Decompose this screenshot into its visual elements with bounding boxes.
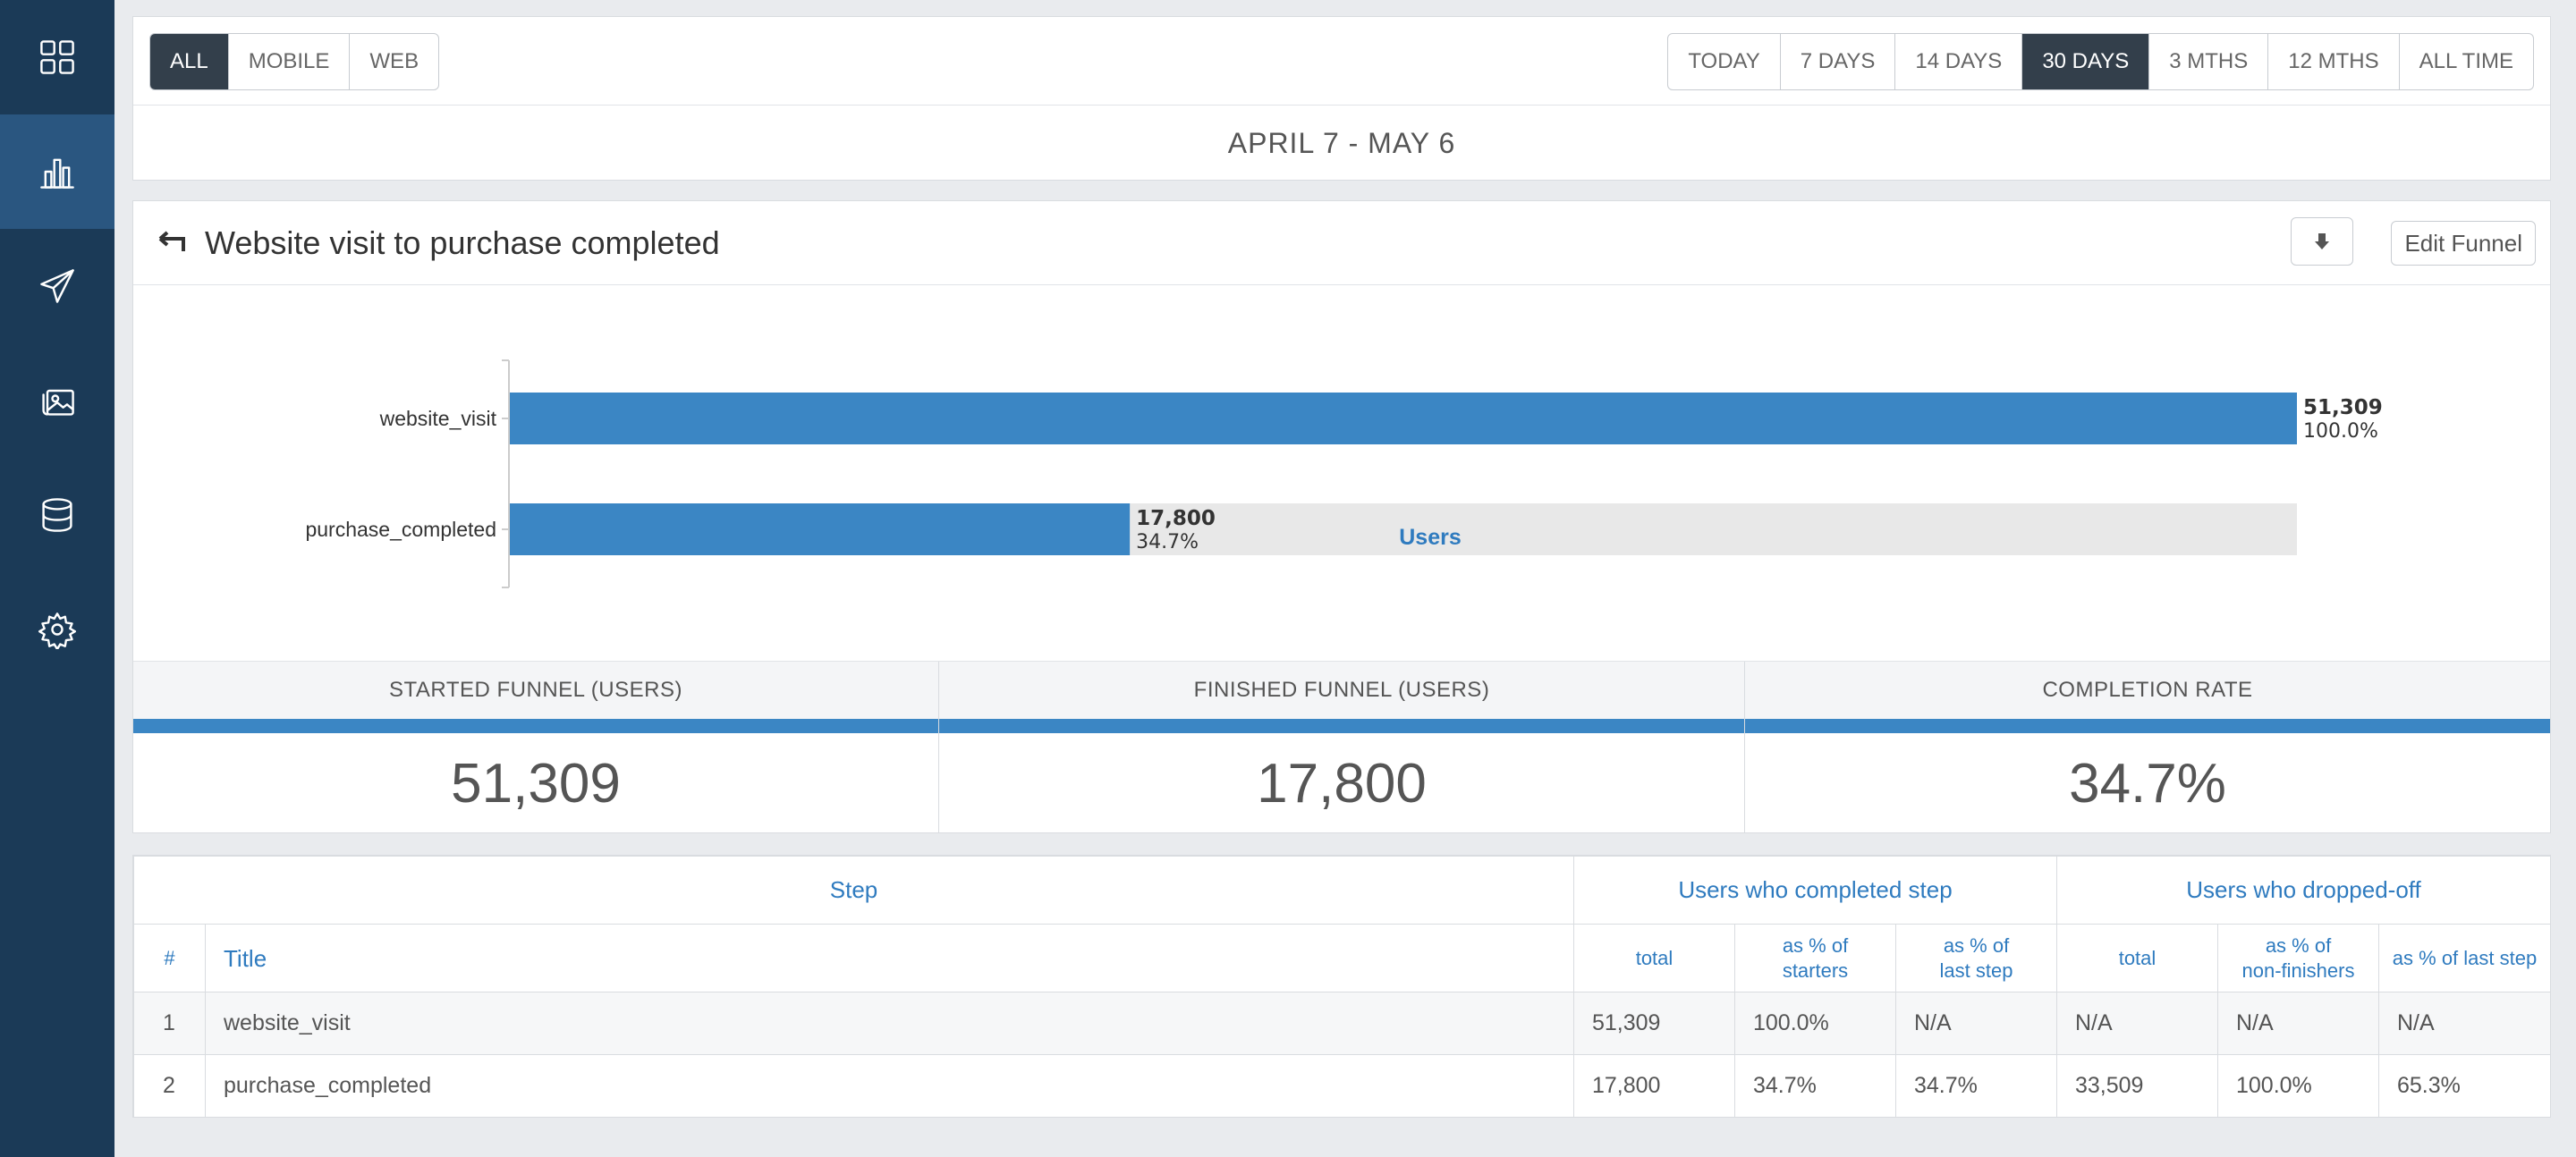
platform-web-button[interactable]: WEB — [369, 49, 419, 73]
group-header-completed: Users who completed step — [1573, 856, 2057, 925]
images-icon — [42, 389, 74, 416]
cell-completed-pct-starters: 100.0% — [1734, 992, 1896, 1055]
column-header-completed-total[interactable]: total — [1573, 924, 1735, 992]
platform-filter: ALL MOBILE WEB — [149, 33, 440, 90]
funnel-panel: Website visit to purchase completed Edit… — [132, 200, 2551, 833]
table-row: 1 website_visit 51,309 100.0% N/A N/A N/… — [133, 992, 2552, 1055]
column-header-number[interactable]: # — [133, 924, 206, 992]
group-header-step: Step — [133, 856, 1574, 925]
header-line: as % of — [1782, 933, 1849, 957]
funnel-stats: STARTED FUNNEL (USERS) 51,309 FINISHED F… — [133, 661, 2550, 832]
cell-completed-pct-starters: 34.7% — [1734, 1054, 1896, 1118]
range-today-button[interactable]: TODAY — [1668, 34, 1781, 89]
column-header-completed-pct-starters[interactable]: as % of starters — [1734, 924, 1896, 992]
cell-dropped-total: 33,509 — [2056, 1054, 2218, 1118]
bar-purchase-completed — [510, 503, 1131, 555]
database-icon — [42, 498, 72, 532]
column-header-dropped-total[interactable]: total — [2056, 924, 2218, 992]
nav-campaigns[interactable] — [0, 229, 114, 343]
stat-completion-rate: COMPLETION RATE 34.7% — [1745, 662, 2550, 832]
column-header-title[interactable]: Title — [205, 924, 1574, 992]
stat-started: STARTED FUNNEL (USERS) 51,309 — [133, 662, 939, 832]
steps-table: Step Users who completed step Users who … — [133, 856, 2552, 1118]
stat-bar — [133, 719, 938, 733]
funnel-header: Website visit to purchase completed Edit… — [133, 201, 2550, 285]
stat-value: 17,800 — [1257, 752, 1427, 815]
nav-settings[interactable] — [0, 572, 114, 687]
stat-value: 51,309 — [451, 752, 621, 815]
nav-data[interactable] — [0, 458, 114, 572]
nav-media[interactable] — [0, 343, 114, 458]
cell-dropped-pct-last: 65.3% — [2377, 1054, 2552, 1118]
platform-mobile-button[interactable]: MOBILE — [229, 34, 351, 89]
range-3-mths-button[interactable]: 3 MTHS — [2149, 34, 2269, 89]
cell-title: purchase_completed — [205, 1054, 1574, 1118]
cell-number: 2 — [133, 1054, 206, 1118]
range-30-days-button[interactable]: 30 DAYS — [2022, 34, 2150, 89]
cell-completed-pct-last: N/A — [1895, 992, 2057, 1055]
cell-title: website_visit — [205, 992, 1574, 1055]
date-range-label: APRIL 7 - MAY 6 — [1227, 126, 1456, 159]
category-label: purchase_completed — [305, 518, 496, 541]
header-line: starters — [1782, 959, 1849, 982]
cell-dropped-pct-last: N/A — [2377, 992, 2552, 1055]
platform-all-button[interactable]: ALL — [150, 34, 229, 89]
header-line: non-finishers — [2241, 959, 2355, 982]
download-button[interactable] — [2291, 217, 2353, 266]
bar-chart-icon — [40, 158, 74, 189]
cell-completed-total: 17,800 — [1573, 1054, 1735, 1118]
cell-dropped-total: N/A — [2056, 992, 2218, 1055]
bar-value-label: 51,309 — [2303, 396, 2383, 419]
date-range-filter: TODAY 7 DAYS 14 DAYS 30 DAYS 3 MTHS 12 M… — [1667, 33, 2534, 90]
paper-plane-icon — [40, 269, 74, 303]
download-icon — [2315, 233, 2329, 249]
cell-completed-pct-last: 34.7% — [1895, 1054, 2057, 1118]
stat-value: 34.7% — [2069, 752, 2226, 815]
stat-bar — [1745, 719, 2550, 733]
bar-website-visit — [510, 393, 2297, 444]
stat-label: COMPLETION RATE — [1745, 662, 2550, 719]
edit-funnel-button[interactable]: Edit Funnel — [2391, 221, 2536, 266]
range-7-days-button[interactable]: 7 DAYS — [1781, 34, 1896, 89]
bar-percent-label: 34.7% — [1136, 531, 1199, 553]
stat-bar — [939, 719, 1744, 733]
table-row: 2 purchase_completed 17,800 34.7% 34.7% … — [133, 1054, 2552, 1118]
category-label: website_visit — [379, 407, 497, 430]
back-arrow-icon[interactable] — [158, 230, 189, 257]
cell-dropped-pct-nonfinishers: N/A — [2217, 992, 2379, 1055]
stat-finished: FINISHED FUNNEL (USERS) 17,800 — [939, 662, 1745, 832]
funnel-title: Website visit to purchase completed — [205, 224, 720, 261]
column-header-dropped-pct-nonfinishers[interactable]: as % of non-finishers — [2217, 924, 2379, 992]
stat-label: FINISHED FUNNEL (USERS) — [939, 662, 1744, 719]
range-14-days-button[interactable]: 14 DAYS — [1895, 34, 2023, 89]
cell-dropped-pct-nonfinishers: 100.0% — [2217, 1054, 2379, 1118]
header-line: as % of — [1943, 933, 2010, 957]
group-header-dropped: Users who dropped-off — [2055, 856, 2552, 925]
range-12-mths-button[interactable]: 12 MTHS — [2268, 34, 2400, 89]
nav-dashboard[interactable] — [0, 0, 114, 114]
column-header-completed-pct-last[interactable]: as % of last step — [1895, 924, 2057, 992]
x-axis-label: Users — [1399, 525, 1462, 550]
filter-panel: ALL MOBILE WEB TODAY 7 DAYS 14 DAYS 30 D… — [132, 16, 2551, 181]
gear-icon — [38, 612, 77, 649]
bar-percent-label: 100.0% — [2303, 420, 2378, 443]
stat-label: STARTED FUNNEL (USERS) — [133, 662, 938, 719]
range-all-time-button[interactable]: ALL TIME — [2419, 49, 2513, 73]
sidebar — [0, 0, 114, 1157]
cell-number: 1 — [133, 992, 206, 1055]
header-line: as % of — [2265, 933, 2332, 957]
divider — [133, 105, 2550, 106]
bar-value-label: 17,800 — [1136, 507, 1216, 530]
nav-analytics[interactable] — [0, 114, 114, 229]
steps-table-panel: Step Users who completed step Users who … — [132, 855, 2552, 1118]
header-line: last step — [1939, 959, 2013, 982]
cell-completed-total: 51,309 — [1573, 992, 1735, 1055]
column-header-dropped-pct-last[interactable]: as % of last step — [2377, 924, 2552, 992]
grid-icon — [40, 40, 74, 74]
